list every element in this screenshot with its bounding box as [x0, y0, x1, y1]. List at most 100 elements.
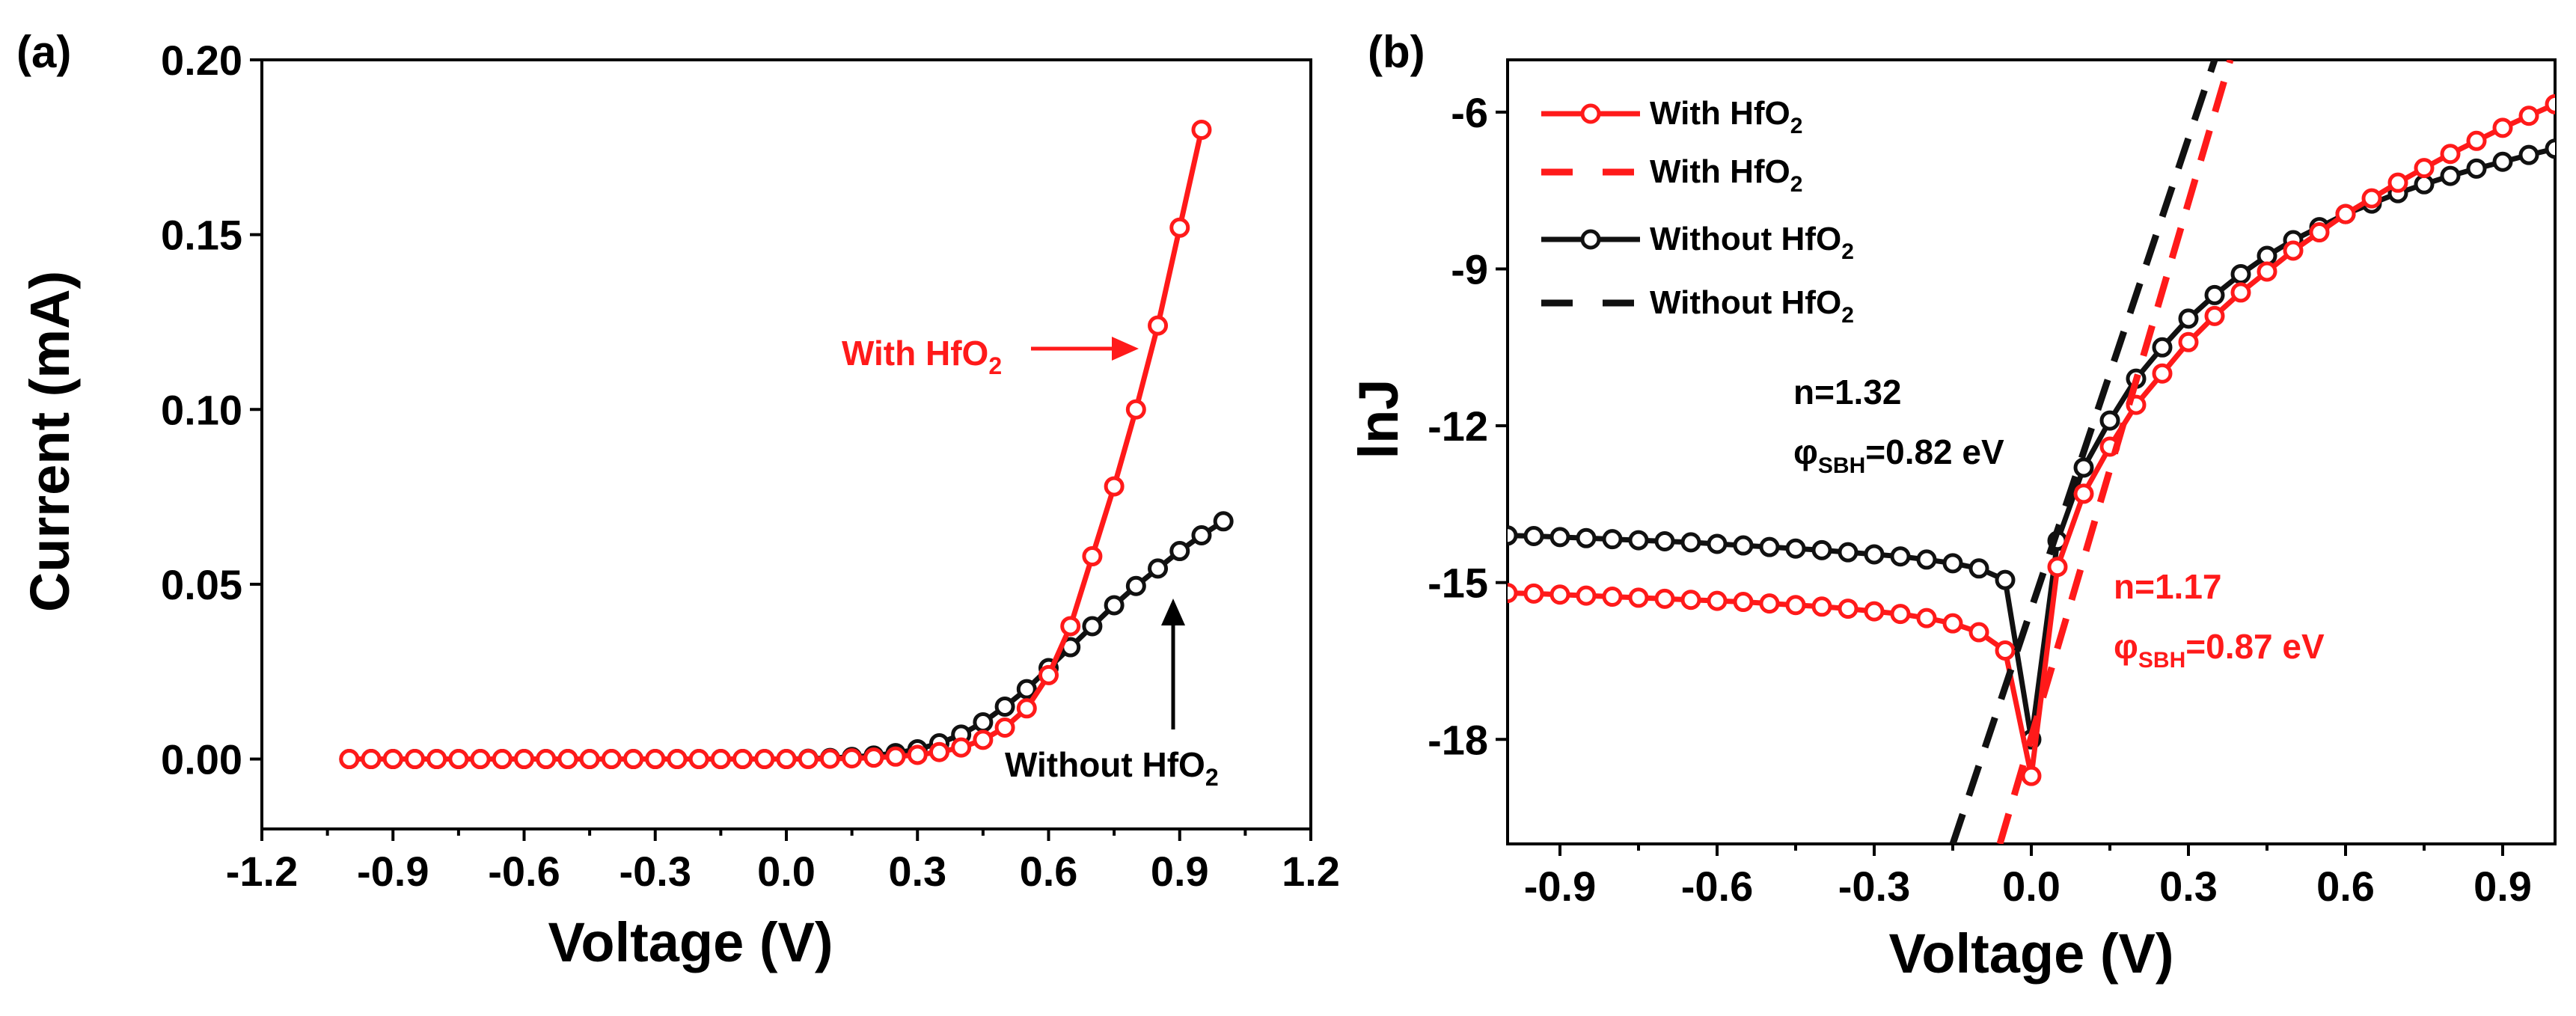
panel-a-y-tick-label: 0.05 — [161, 561, 242, 608]
panel-a: (a) -1.2 -0.9 -0.6 -0.3 0.0 0.3 0.6 0.9 1.2 0.00 0… — [16, 27, 1340, 973]
panel-a-without-label-subscript: 2 — [1205, 764, 1219, 791]
panel-a-with-data-point — [514, 749, 534, 770]
panel-b-without-data-point — [1549, 527, 1570, 548]
legend-label-subscript: 2 — [1841, 239, 1854, 264]
legend-item-without-solid: Without HfO2 — [1541, 221, 1854, 264]
panel-b-without-data-point — [2152, 337, 2173, 358]
panel-a-with-data-point — [382, 749, 403, 770]
panel-b-without-data-point — [2545, 138, 2555, 159]
panel-b-legend: With HfO2 With HfO2 Without HfO2 Without… — [1541, 95, 1854, 328]
panel-b-with-ideality: n=1.17 — [2114, 567, 2222, 606]
panel-a-y-tick-label: 0.15 — [161, 212, 242, 259]
panel-b-without-data-point — [2466, 158, 2487, 179]
panel-b-without-data-point — [1864, 544, 1885, 565]
panel-b-with-data-point — [2361, 188, 2382, 209]
panel-b-y-tick-label: -18 — [1428, 716, 1488, 763]
panel-b-without-data-point — [1785, 538, 1806, 559]
panel-b-x-tick-label: 0.3 — [2159, 863, 2218, 910]
svg-text:Without HfO2: Without HfO2 — [1650, 221, 1854, 264]
panel-b-without-data-point — [1707, 533, 1728, 554]
panel-b-with-data-point — [1759, 593, 1780, 614]
panel-b: (b) -0.9 -0.6 -0.3 0.0 0.3 0.6 0.9 -6 -9 -12 -15 -1… — [1347, 27, 2557, 985]
panel-b-with-data-point — [2466, 130, 2487, 151]
panel-b-without-phi-subscript: SBH — [1818, 453, 1865, 478]
panel-a-with-data-point — [885, 746, 906, 767]
panel-b-without-data-point — [2073, 457, 2094, 478]
panel-b-with-phi-value: =0.87 eV — [2185, 627, 2325, 666]
panel-b-without-data-point — [1602, 529, 1623, 550]
legend-item-without-dashed: Without HfO2 — [1541, 284, 1854, 328]
panel-b-with-data-point — [2440, 144, 2461, 165]
panel-b-without-fit-line — [1949, 60, 2218, 844]
panel-a-with-data-point — [339, 749, 360, 770]
panel-a-y-axis-title: Current (mA) — [19, 271, 81, 612]
panel-a-with-data-point — [404, 749, 425, 770]
panel-b-with-data-point — [1811, 596, 1832, 617]
panel-b-with-data-point — [2230, 282, 2251, 303]
panel-b-without-phi: φ — [1793, 432, 1818, 471]
panel-b-without-data-point — [1811, 539, 1832, 560]
legend-swatch-marker — [1580, 103, 1601, 124]
panel-b-without-data-point — [1733, 535, 1754, 556]
panel-a-with-data-point — [557, 749, 578, 770]
panel-b-with-data-point — [1576, 585, 1597, 606]
panel-b-with-data-point — [2492, 117, 2513, 138]
panel-b-x-tick-label: -0.3 — [1838, 863, 1911, 910]
panel-b-y-tick-label: -9 — [1451, 245, 1488, 293]
panel-b-without-data-point — [2230, 263, 2251, 284]
panel-a-x-tick-label: -0.9 — [357, 848, 429, 895]
panel-a-without-label: Without HfO — [1005, 745, 1205, 784]
panel-b-with-data-point — [2178, 331, 2199, 352]
panel-b-x-axis-title: Voltage (V) — [1889, 922, 2174, 985]
panel-a-x-tick-label: -0.3 — [619, 848, 692, 895]
panel-b-without-data-point — [2178, 308, 2199, 329]
panel-a-without-data-point — [1125, 575, 1146, 596]
panel-a-y-tick-label: 0.10 — [161, 386, 242, 433]
panel-b-with-data-point — [2073, 483, 2094, 504]
panel-b-with-data-point — [2152, 363, 2173, 384]
panel-b-with-data-point — [1549, 584, 1570, 605]
panel-a-without-arrow-head — [1161, 599, 1185, 625]
panel-a-series — [339, 119, 1234, 770]
panel-a-without-annotation: Without HfO2 — [1005, 599, 1219, 791]
panel-a-x-tick-label: 1.2 — [1282, 848, 1340, 895]
panel-a-plot-frame — [260, 58, 1312, 830]
panel-b-x-tick-label: -0.9 — [1524, 863, 1597, 910]
panel-b-with-data-point — [1995, 640, 2016, 661]
panel-a-with-data-point — [536, 749, 557, 770]
panel-a-with-data-point — [601, 749, 622, 770]
panel-b-without-data-point — [2099, 410, 2120, 431]
legend-label: With HfO — [1650, 153, 1790, 190]
svg-text:With HfO2: With HfO2 — [1650, 153, 1802, 197]
panel-a-without-data-point — [973, 711, 994, 732]
svg-text:Without HfO2: Without HfO2 — [1005, 745, 1219, 791]
panel-b-without-data-point — [1968, 558, 1989, 579]
panel-b-with-phi: φ — [2114, 627, 2138, 666]
panel-a-with-data-point — [448, 749, 469, 770]
panel-b-with-data-point — [1654, 588, 1675, 609]
panel-b-with-data-point — [1916, 608, 1937, 628]
panel-b-without-ideality: n=1.32 — [1793, 373, 1902, 411]
panel-a-with-data-point — [798, 749, 819, 770]
panel-a-x-tick-label: 0.0 — [757, 848, 816, 895]
panel-a-with-data-point — [710, 749, 731, 770]
panel-b-with-data-point — [1602, 587, 1623, 608]
legend-item-with-solid: With HfO2 — [1541, 95, 1802, 138]
panel-b-with-data-point — [2257, 261, 2277, 282]
panel-b-with-data-point — [1942, 613, 1963, 634]
panel-a-without-data-point — [1213, 511, 1234, 532]
panel-b-without-data-point — [1508, 525, 1518, 546]
panel-a-with-label-subscript: 2 — [988, 352, 1002, 379]
panel-b-without-data-point — [1916, 549, 1937, 570]
panel-a-with-data-point — [928, 741, 949, 762]
panel-b-without-data-point — [1890, 546, 1911, 567]
legend-swatch-marker — [1580, 229, 1601, 250]
panel-a-with-data-point — [1125, 399, 1146, 420]
panel-a-with-data-point — [1060, 616, 1081, 637]
panel-b-with-data-point — [2309, 222, 2330, 243]
svg-text:With HfO2: With HfO2 — [842, 334, 1002, 379]
panel-a-with-data-point — [667, 749, 688, 770]
panel-b-with-data-point — [1890, 604, 1911, 625]
panel-a-with-data-point — [426, 749, 447, 770]
